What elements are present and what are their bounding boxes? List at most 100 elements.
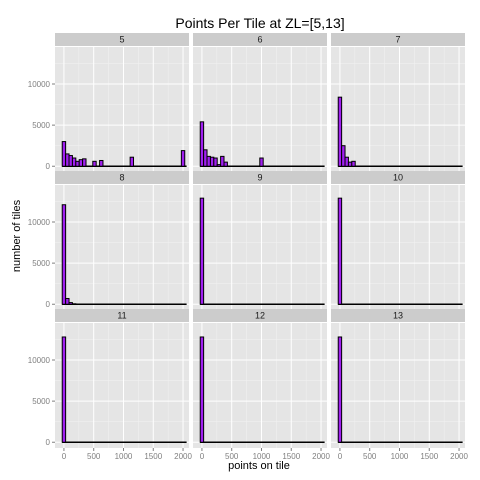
facet-panel-12: 12 bbox=[193, 309, 327, 448]
facet-strip bbox=[193, 309, 327, 322]
histogram-bar bbox=[341, 145, 346, 167]
histogram-bar bbox=[223, 161, 228, 167]
facet-strip-label: 8 bbox=[119, 173, 124, 183]
y-axis: 0 5000 10000 0 5000 10000 0 5000 10000 bbox=[28, 80, 55, 447]
histogram-bar bbox=[337, 96, 343, 167]
facet-panel-13: 13 bbox=[331, 309, 465, 448]
facet-strip-label: 13 bbox=[393, 311, 403, 321]
histogram-bar bbox=[68, 302, 73, 305]
y-tick-label: 10000 bbox=[28, 80, 51, 89]
facet-strip-label: 9 bbox=[257, 173, 262, 183]
histogram-bar bbox=[347, 161, 353, 167]
x-tick-label: 1000 bbox=[115, 452, 133, 461]
facet-strip bbox=[193, 171, 327, 184]
x-axis-title: points on tile bbox=[228, 460, 290, 472]
histogram-bar bbox=[213, 157, 218, 167]
histogram-bar bbox=[92, 160, 97, 167]
facet-panel-11: 11 bbox=[55, 309, 189, 448]
histogram-bar bbox=[71, 157, 77, 167]
histogram-bar bbox=[75, 160, 80, 167]
facet-strip bbox=[193, 33, 327, 46]
histogram-bar bbox=[199, 197, 205, 305]
facet-strip-label: 12 bbox=[255, 311, 265, 321]
x-tick-label: 2000 bbox=[450, 452, 468, 461]
histogram-bar bbox=[337, 197, 343, 305]
histogram-bar bbox=[129, 156, 135, 167]
x-tick-label: 500 bbox=[363, 452, 377, 461]
panel-background bbox=[193, 185, 327, 310]
histogram-bar bbox=[203, 149, 208, 167]
facet-panel-8: 8 bbox=[55, 171, 189, 310]
x-axis: 0 500 1000 1500 2000 0 500 1000 1500 2000 0 500 1000… bbox=[62, 448, 468, 461]
facet-strip bbox=[55, 171, 189, 184]
x-tick-label: 2000 bbox=[174, 452, 192, 461]
histogram-bar bbox=[199, 336, 205, 443]
facet-strip bbox=[55, 309, 189, 322]
y-tick-label: 0 bbox=[46, 438, 51, 447]
histogram-bar bbox=[61, 141, 67, 167]
panel-background bbox=[193, 47, 327, 172]
histogram-bar bbox=[209, 156, 215, 167]
panel-background bbox=[193, 323, 327, 448]
x-tick-label: 2000 bbox=[312, 452, 330, 461]
facet-panel-7: 7 bbox=[331, 33, 465, 172]
facet-strip bbox=[331, 33, 465, 46]
y-tick-label: 5000 bbox=[32, 121, 50, 130]
histogram-bar bbox=[206, 155, 211, 167]
histogram-bar bbox=[71, 303, 77, 305]
y-tick-label: 10000 bbox=[28, 356, 51, 365]
facet-strip-label: 10 bbox=[393, 173, 403, 183]
histogram-bar bbox=[259, 157, 264, 167]
facet-strip bbox=[331, 309, 465, 322]
facet-panel-9: 9 bbox=[193, 171, 327, 310]
x-tick-label: 1500 bbox=[144, 452, 162, 461]
histogram-bar bbox=[65, 153, 70, 167]
histogram-bar bbox=[337, 336, 343, 443]
x-tick-label: 0 bbox=[338, 452, 343, 461]
histogram-bar bbox=[199, 121, 205, 167]
x-tick-label: 1500 bbox=[420, 452, 438, 461]
x-tick-label: 0 bbox=[62, 452, 67, 461]
histogram-bar bbox=[65, 297, 70, 305]
y-tick-label: 5000 bbox=[32, 259, 50, 268]
chart-title: Points Per Tile at ZL=[5,13] bbox=[175, 15, 344, 31]
y-tick-label: 0 bbox=[46, 300, 51, 309]
histogram-bar bbox=[82, 158, 87, 167]
facet-strip-label: 7 bbox=[395, 35, 400, 45]
panel-background bbox=[331, 185, 465, 310]
y-axis-title: number of tiles bbox=[11, 199, 23, 272]
histogram-bar bbox=[61, 336, 67, 443]
histogram-bar bbox=[344, 156, 349, 167]
x-tick-label: 1500 bbox=[282, 452, 300, 461]
x-tick-label: 1000 bbox=[391, 452, 409, 461]
histogram-bar bbox=[216, 164, 222, 167]
facet-strip bbox=[331, 171, 465, 184]
x-tick-label: 500 bbox=[87, 452, 101, 461]
histogram-bar bbox=[99, 159, 104, 167]
y-tick-label: 5000 bbox=[32, 397, 50, 406]
facet-strip bbox=[55, 33, 189, 46]
facet-panel-5: 5 bbox=[55, 33, 189, 172]
x-tick-label: 0 bbox=[200, 452, 205, 461]
facet-strip-label: 6 bbox=[257, 35, 262, 45]
histogram-bar bbox=[78, 159, 84, 167]
panel-background bbox=[331, 323, 465, 448]
panel-background bbox=[55, 185, 189, 310]
facet-panels: 5 6 7 8 9 10 11 12 13 bbox=[55, 33, 465, 448]
y-tick-label: 10000 bbox=[28, 218, 51, 227]
panel-background bbox=[55, 47, 189, 172]
facet-strip-label: 5 bbox=[119, 35, 124, 45]
histogram-bar bbox=[351, 160, 356, 167]
histogram-bar bbox=[180, 150, 186, 167]
histogram-bar bbox=[220, 155, 225, 167]
x-tick-label: 500 bbox=[225, 452, 239, 461]
y-tick-label: 0 bbox=[46, 162, 51, 171]
x-tick-label: 1000 bbox=[253, 452, 271, 461]
panel-background bbox=[331, 47, 465, 172]
histogram-bar bbox=[68, 155, 73, 167]
panel-background bbox=[55, 323, 189, 448]
facet-strip-label: 11 bbox=[117, 311, 126, 321]
histogram-bar bbox=[61, 204, 67, 305]
facet-panel-10: 10 bbox=[331, 171, 465, 310]
